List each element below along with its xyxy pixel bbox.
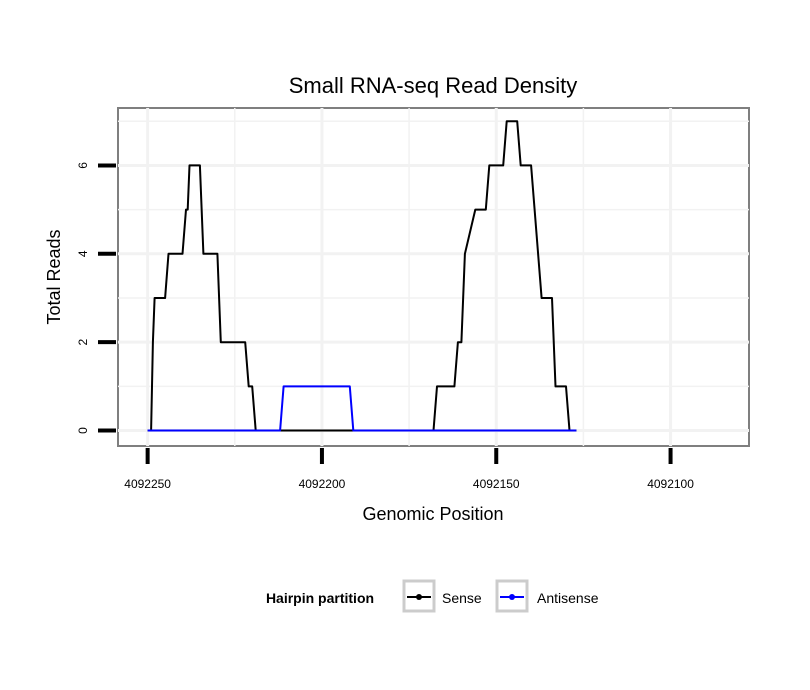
plot-panel [117,107,750,447]
legend-label-antisense: Antisense [537,590,599,606]
x-tick-label: 4092250 [124,477,171,491]
legend: Hairpin partition Sense Antisense [266,579,599,613]
y-tick-label: 6 [76,162,90,169]
chart-title: Small RNA-seq Read Density [289,73,578,98]
y-axis-title: Total Reads [44,229,64,324]
y-tick-label: 4 [76,250,90,257]
x-axis-title: Genomic Position [362,504,503,524]
legend-title: Hairpin partition [266,590,374,606]
legend-label-sense: Sense [442,590,482,606]
legend-key-antisense [495,579,529,613]
axes: 4092250 4092200 4092150 4092100 0 2 4 6 [76,162,694,491]
series-line-sense [147,120,577,432]
x-tick-label: 4092200 [299,477,346,491]
legend-point-antisense [509,594,515,600]
y-tick-label: 0 [76,427,90,434]
x-tick-label: 4092100 [647,477,694,491]
series-line-antisense [147,385,577,432]
legend-item-antisense[interactable]: Antisense [495,579,599,613]
series-group [147,120,577,432]
x-tick-label: 4092150 [473,477,520,491]
grid [118,108,749,446]
y-tick-label: 2 [76,339,90,346]
legend-key-sense [402,579,436,613]
legend-item-sense[interactable]: Sense [402,579,482,613]
legend-point-sense [416,594,422,600]
